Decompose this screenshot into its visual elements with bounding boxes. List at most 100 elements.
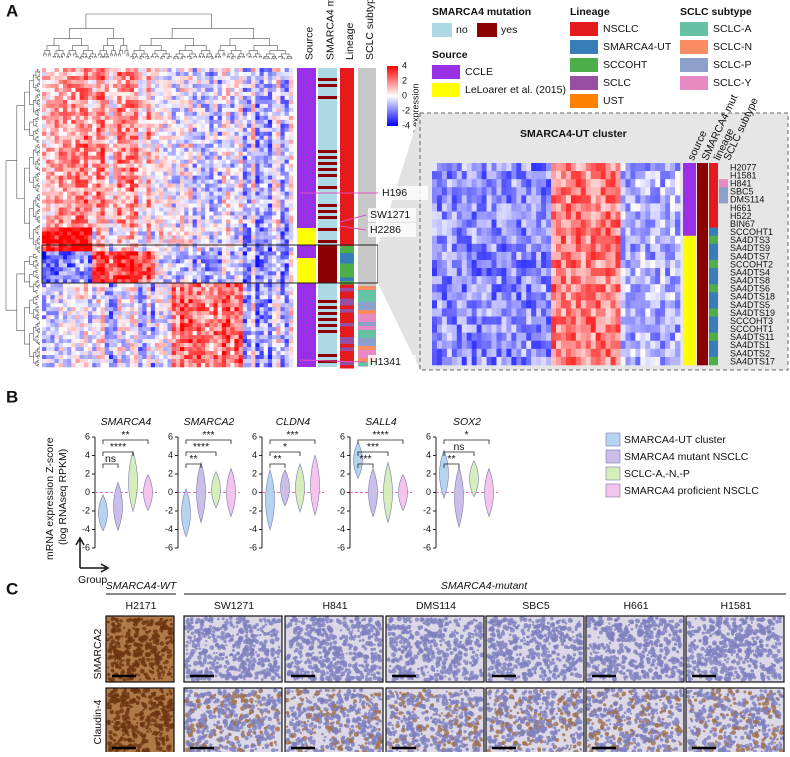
heatmap-cell — [285, 307, 289, 311]
heatmap-cell — [113, 152, 117, 156]
heatmap-cell — [218, 104, 222, 108]
heatmap-cell — [71, 204, 75, 208]
heatmap-cell — [197, 140, 201, 144]
heatmap-cell — [151, 68, 155, 72]
heatmap-cell — [42, 327, 46, 331]
heatmap-cell — [55, 303, 59, 307]
annotation-cell — [340, 246, 354, 250]
heatmap-cell — [239, 216, 243, 220]
heatmap-cell — [101, 96, 105, 100]
heatmap-cell — [42, 335, 46, 339]
heatmap-cell — [134, 72, 138, 76]
heatmap-cell — [230, 116, 234, 120]
heatmap-cell — [151, 160, 155, 164]
heatmap-cell — [113, 323, 117, 327]
heatmap-cell — [117, 231, 121, 235]
heatmap-cell — [151, 144, 155, 148]
heatmap-cell — [55, 120, 59, 124]
heatmap-cell — [243, 160, 247, 164]
heatmap-cell — [264, 311, 268, 315]
heatmap-cell — [289, 251, 293, 255]
heatmap-cell — [239, 275, 243, 279]
heatmap-cell — [55, 363, 59, 367]
heatmap-cell — [234, 363, 238, 367]
heatmap-cell — [155, 307, 159, 311]
heatmap-cell — [247, 200, 251, 204]
heatmap-cell — [130, 88, 134, 92]
heatmap-cell — [268, 96, 272, 100]
heatmap-cell — [264, 363, 268, 367]
heatmap-cell — [101, 219, 105, 223]
heatmap-cell — [276, 239, 280, 243]
heatmap-cell — [209, 204, 213, 208]
heatmap-cell — [222, 76, 226, 80]
heatmap-cell — [226, 291, 230, 295]
heatmap-cell — [55, 96, 59, 100]
heatmap-cell — [88, 283, 92, 287]
dendrogram-branch — [39, 75, 40, 77]
heatmap-cell — [121, 231, 125, 235]
heatmap-cell — [67, 184, 71, 188]
heatmap-cell — [67, 112, 71, 116]
heatmap-cell — [184, 104, 188, 108]
dendrogram-branch — [39, 236, 40, 239]
heatmap-cell — [59, 315, 63, 319]
heatmap-cell — [180, 148, 184, 152]
legend-swatch — [570, 40, 598, 54]
heatmap-cell — [218, 291, 222, 295]
heatmap-cell — [201, 172, 205, 176]
heatmap-cell — [138, 196, 142, 200]
heatmap-cell — [184, 184, 188, 188]
heatmap-cell — [205, 275, 209, 279]
heatmap-cell — [75, 204, 79, 208]
heatmap-cell — [109, 335, 113, 339]
heatmap-cell — [201, 112, 205, 116]
heatmap-cell — [121, 331, 125, 335]
heatmap-cell — [462, 171, 467, 179]
heatmap-cell — [134, 120, 138, 124]
heatmap-cell — [264, 156, 268, 160]
heatmap-cell — [168, 331, 172, 335]
heatmap-cell — [121, 219, 125, 223]
heatmap-cell — [251, 72, 255, 76]
heatmap-cell — [168, 351, 172, 355]
heatmap-cell — [92, 239, 96, 243]
heatmap-cell — [151, 200, 155, 204]
dendrogram-branch — [39, 169, 40, 171]
heatmap-cell — [180, 196, 184, 200]
heatmap-cell — [264, 319, 268, 323]
heatmap-cell — [142, 76, 146, 80]
heatmap-cell — [176, 80, 180, 84]
heatmap-cell — [134, 216, 138, 220]
heatmap-cell — [214, 168, 218, 172]
heatmap-cell — [80, 216, 84, 220]
heatmap-cell — [71, 128, 75, 132]
heatmap-cell — [46, 271, 50, 275]
heatmap-cell — [117, 343, 121, 347]
heatmap-cell — [176, 251, 180, 255]
heatmap-cell — [285, 303, 289, 307]
heatmap-cell — [276, 287, 280, 291]
heatmap-cell — [255, 172, 259, 176]
heatmap-cell — [92, 164, 96, 168]
heatmap-cell — [255, 307, 259, 311]
heatmap-cell — [247, 212, 251, 216]
heatmap-cell — [251, 108, 255, 112]
heatmap-cell — [247, 323, 251, 327]
heatmap-cell — [163, 323, 167, 327]
heatmap-cell — [67, 339, 71, 343]
heatmap-cell — [201, 144, 205, 148]
heatmap-cell — [75, 184, 79, 188]
heatmap-cell — [163, 259, 167, 263]
heatmap-cell — [147, 359, 151, 363]
heatmap-cell — [201, 108, 205, 112]
heatmap-cell — [59, 124, 63, 128]
heatmap-cell — [280, 108, 284, 112]
heatmap-cell — [84, 112, 88, 116]
heatmap-cell — [511, 163, 516, 171]
heatmap-cell — [280, 140, 284, 144]
heatmap-cell — [234, 200, 238, 204]
heatmap-cell — [222, 243, 226, 247]
heatmap-cell — [50, 172, 54, 176]
heatmap-cell — [260, 307, 264, 311]
